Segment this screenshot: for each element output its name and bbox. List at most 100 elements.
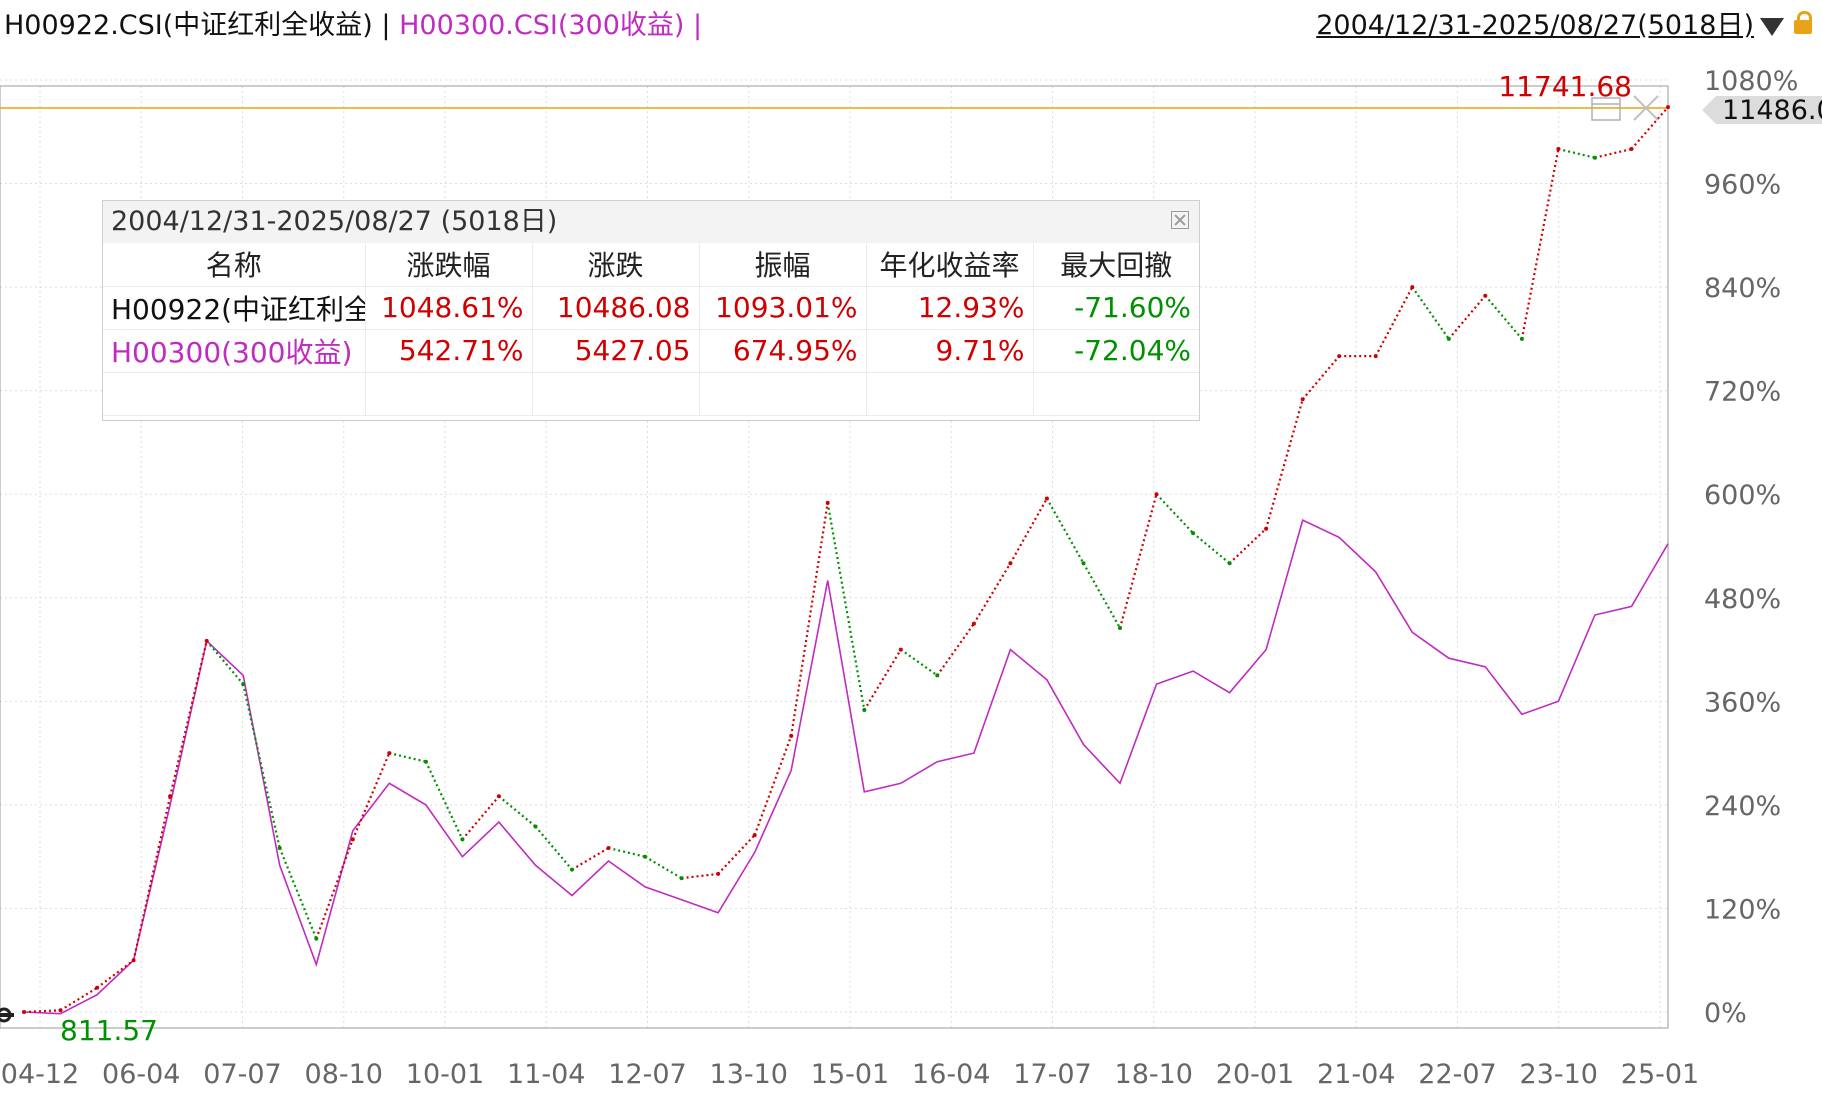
table-row[interactable]: H00922(中证红利全收益) 1048.61% 10486.08 1093.0…: [103, 286, 1199, 330]
cursor-marker-icon: [0, 1007, 14, 1023]
series-segment-h00922[interactable]: [1155, 493, 1194, 534]
data-point-h00922: [862, 708, 867, 712]
y-tick-label: 600%: [1704, 480, 1781, 511]
series-segment-h00922[interactable]: [59, 986, 98, 1012]
y-tick-label: 720%: [1704, 377, 1781, 408]
series-segment-h00922[interactable]: [169, 640, 208, 797]
data-point-h00922: [1519, 336, 1524, 341]
x-tick-label: 18-10: [1115, 1059, 1193, 1090]
x-tick-label: 22-07: [1418, 1059, 1496, 1090]
data-point-h00922: [570, 867, 574, 872]
series-segment-h00922[interactable]: [571, 847, 610, 871]
dropdown-arrow-icon[interactable]: [1760, 17, 1784, 36]
col-header-amplitude[interactable]: 振幅: [699, 243, 867, 287]
lock-icon[interactable]: [1794, 10, 1812, 34]
close-chart-icon[interactable]: [1633, 95, 1659, 121]
series-segment-h00922[interactable]: [900, 648, 938, 677]
data-point-h00922: [131, 958, 136, 963]
series1-label[interactable]: H00922.CSI(中证红利全收益): [4, 10, 373, 41]
panel-close-icon[interactable]: [1171, 211, 1189, 229]
series-segment-h00922[interactable]: [534, 825, 573, 871]
series-segment-h00922[interactable]: [1630, 106, 1669, 150]
series2-label[interactable]: H00300.CSI(300收益): [399, 10, 685, 41]
row-max-drawdown: -72.04%: [1033, 329, 1199, 373]
series-segment-h00922[interactable]: [863, 649, 902, 711]
series-segment-h00922[interactable]: [753, 735, 793, 836]
series-segment-h00922[interactable]: [461, 795, 500, 841]
x-tick-label: 12-07: [608, 1059, 686, 1090]
series-segment-h00922[interactable]: [972, 562, 1012, 625]
col-header-max-drawdown[interactable]: 最大回撤: [1033, 243, 1199, 287]
maximize-icon[interactable]: [1591, 97, 1621, 121]
stats-table: 名称 涨跌幅 涨跌 振幅 年化收益率 最大回撤 H00922(中证红利全收益) …: [103, 243, 1199, 416]
series-segment-h00922[interactable]: [1411, 286, 1450, 340]
row-change-pct: 1048.61%: [365, 286, 533, 330]
series-segment-h00922[interactable]: [608, 846, 646, 858]
series-segment-h00922[interactable]: [1009, 497, 1048, 564]
row-name: H00922(中证红利全收益): [103, 286, 366, 330]
series-segment-h00922[interactable]: [1301, 355, 1341, 401]
series-segment-h00922[interactable]: [132, 796, 172, 961]
x-tick-label: 25-01: [1621, 1059, 1699, 1090]
series-legend: H00922.CSI(中证红利全收益) | H00300.CSI(300收益) …: [4, 6, 702, 46]
col-header-change[interactable]: 涨跌: [532, 243, 700, 287]
series-segment-h00922[interactable]: [242, 683, 281, 849]
series-segment-h00922[interactable]: [1447, 294, 1487, 340]
col-header-change-pct[interactable]: 涨跌幅: [365, 243, 533, 287]
table-row-empty: [103, 372, 1199, 416]
data-point-h00922: [1118, 626, 1122, 630]
series-segment-h00922[interactable]: [1192, 532, 1231, 565]
series-segment-h00922[interactable]: [23, 1009, 61, 1014]
series-segment-h00922[interactable]: [1118, 493, 1158, 629]
series-segment-h00922[interactable]: [1520, 148, 1560, 340]
series-segment-h00922[interactable]: [1594, 147, 1632, 159]
series-segment-h00922[interactable]: [644, 855, 683, 880]
table-row[interactable]: H00300(300收益) 542.71% 5427.05 674.95% 9.…: [103, 329, 1199, 373]
series-segment-h00922[interactable]: [351, 752, 391, 840]
series-segment-h00922[interactable]: [1045, 497, 1085, 564]
data-point-h00922: [533, 824, 538, 829]
series-segment-h00922[interactable]: [1374, 286, 1414, 357]
series-segment-h00922[interactable]: [1558, 147, 1596, 159]
x-tick-label: 10-01: [406, 1059, 484, 1090]
x-tick-label: 07-07: [203, 1059, 281, 1090]
data-point-h00922: [314, 936, 319, 941]
y-tick-label: 120%: [1704, 894, 1781, 925]
series-segment-h00922[interactable]: [498, 795, 537, 828]
series-segment-h00922[interactable]: [1228, 527, 1267, 565]
data-point-h00922: [1191, 531, 1196, 536]
series-segment-h00922[interactable]: [1484, 294, 1523, 340]
series-segment-h00922[interactable]: [389, 752, 427, 763]
y-tick-label: 240%: [1704, 791, 1781, 822]
x-tick-label: 04-12: [1, 1059, 79, 1090]
series-line-h00300[interactable]: [23, 518, 1669, 1015]
data-point-h00922: [423, 759, 428, 764]
data-point-h00922: [1337, 354, 1342, 359]
col-header-name[interactable]: 名称: [103, 243, 366, 287]
series-segment-h00922[interactable]: [1082, 562, 1121, 629]
series-segment-h00922[interactable]: [205, 640, 245, 685]
series-segment-h00922[interactable]: [1265, 399, 1304, 529]
row-amplitude: 1093.01%: [699, 286, 867, 330]
row-annualized: 12.93%: [866, 286, 1034, 330]
x-tick-label: 06-04: [102, 1059, 180, 1090]
plot-border: [0, 85, 1669, 1029]
series-segment-h00922[interactable]: [936, 623, 975, 677]
series-segment-h00922[interactable]: [278, 847, 318, 940]
date-range-select[interactable]: 2004/12/31-2025/08/27(5018日): [1316, 10, 1754, 41]
col-header-annualized[interactable]: 年化收益率: [866, 243, 1034, 287]
series-segment-h00922[interactable]: [790, 502, 829, 737]
header-separator: |: [381, 10, 391, 41]
x-tick-label: 17-07: [1013, 1059, 1091, 1090]
row-annualized: 9.71%: [866, 329, 1034, 373]
series-segment-h00922[interactable]: [717, 834, 756, 875]
series-segment-h00922[interactable]: [424, 761, 464, 840]
data-point-h00922: [606, 846, 611, 850]
series-segment-h00922[interactable]: [681, 872, 719, 880]
series-segment-h00922[interactable]: [826, 502, 866, 711]
row-name: H00300(300收益): [103, 329, 366, 373]
data-point-h00922: [971, 621, 976, 626]
date-range-control: 2004/12/31-2025/08/27(5018日): [1316, 6, 1812, 46]
series-segment-h00922[interactable]: [315, 839, 354, 939]
